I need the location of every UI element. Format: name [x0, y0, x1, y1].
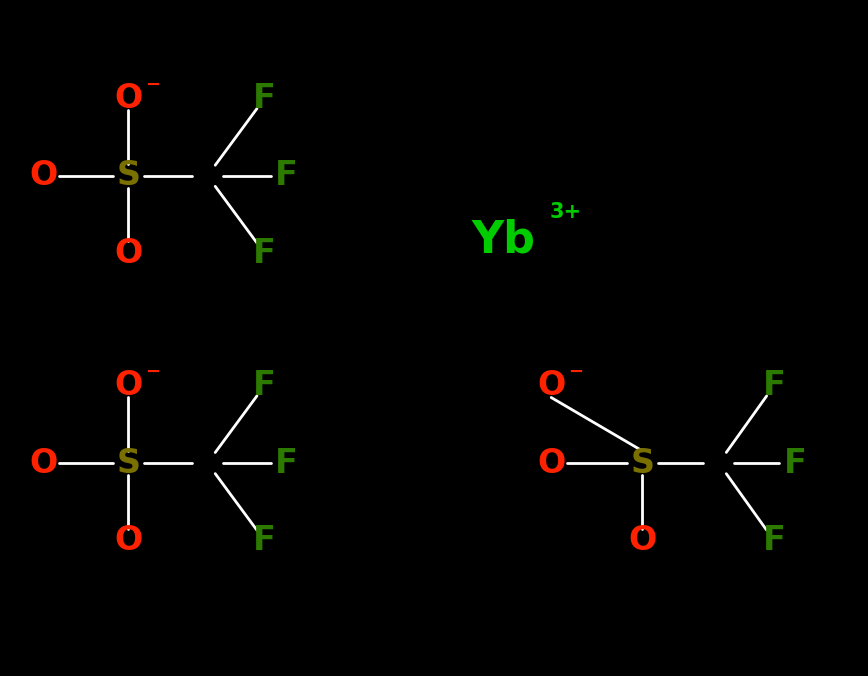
Text: S: S: [116, 160, 141, 192]
Text: 3+: 3+: [549, 201, 582, 222]
Text: F: F: [253, 525, 276, 557]
Text: F: F: [275, 160, 298, 192]
Text: Yb: Yb: [471, 218, 536, 262]
Text: O: O: [115, 369, 142, 402]
Text: F: F: [253, 369, 276, 402]
Text: O: O: [30, 160, 57, 192]
Text: −: −: [145, 363, 161, 381]
Text: −: −: [145, 76, 161, 93]
Text: S: S: [116, 447, 141, 479]
Text: F: F: [763, 525, 786, 557]
Text: F: F: [253, 82, 276, 114]
Text: S: S: [630, 447, 654, 479]
Text: O: O: [115, 237, 142, 270]
Text: O: O: [115, 82, 142, 114]
Text: F: F: [784, 447, 806, 479]
Text: O: O: [628, 525, 656, 557]
Text: F: F: [763, 369, 786, 402]
Text: −: −: [568, 363, 583, 381]
Text: O: O: [115, 525, 142, 557]
Text: F: F: [275, 447, 298, 479]
Text: O: O: [537, 447, 565, 479]
Text: O: O: [30, 447, 57, 479]
Text: F: F: [253, 237, 276, 270]
Text: O: O: [537, 369, 565, 402]
